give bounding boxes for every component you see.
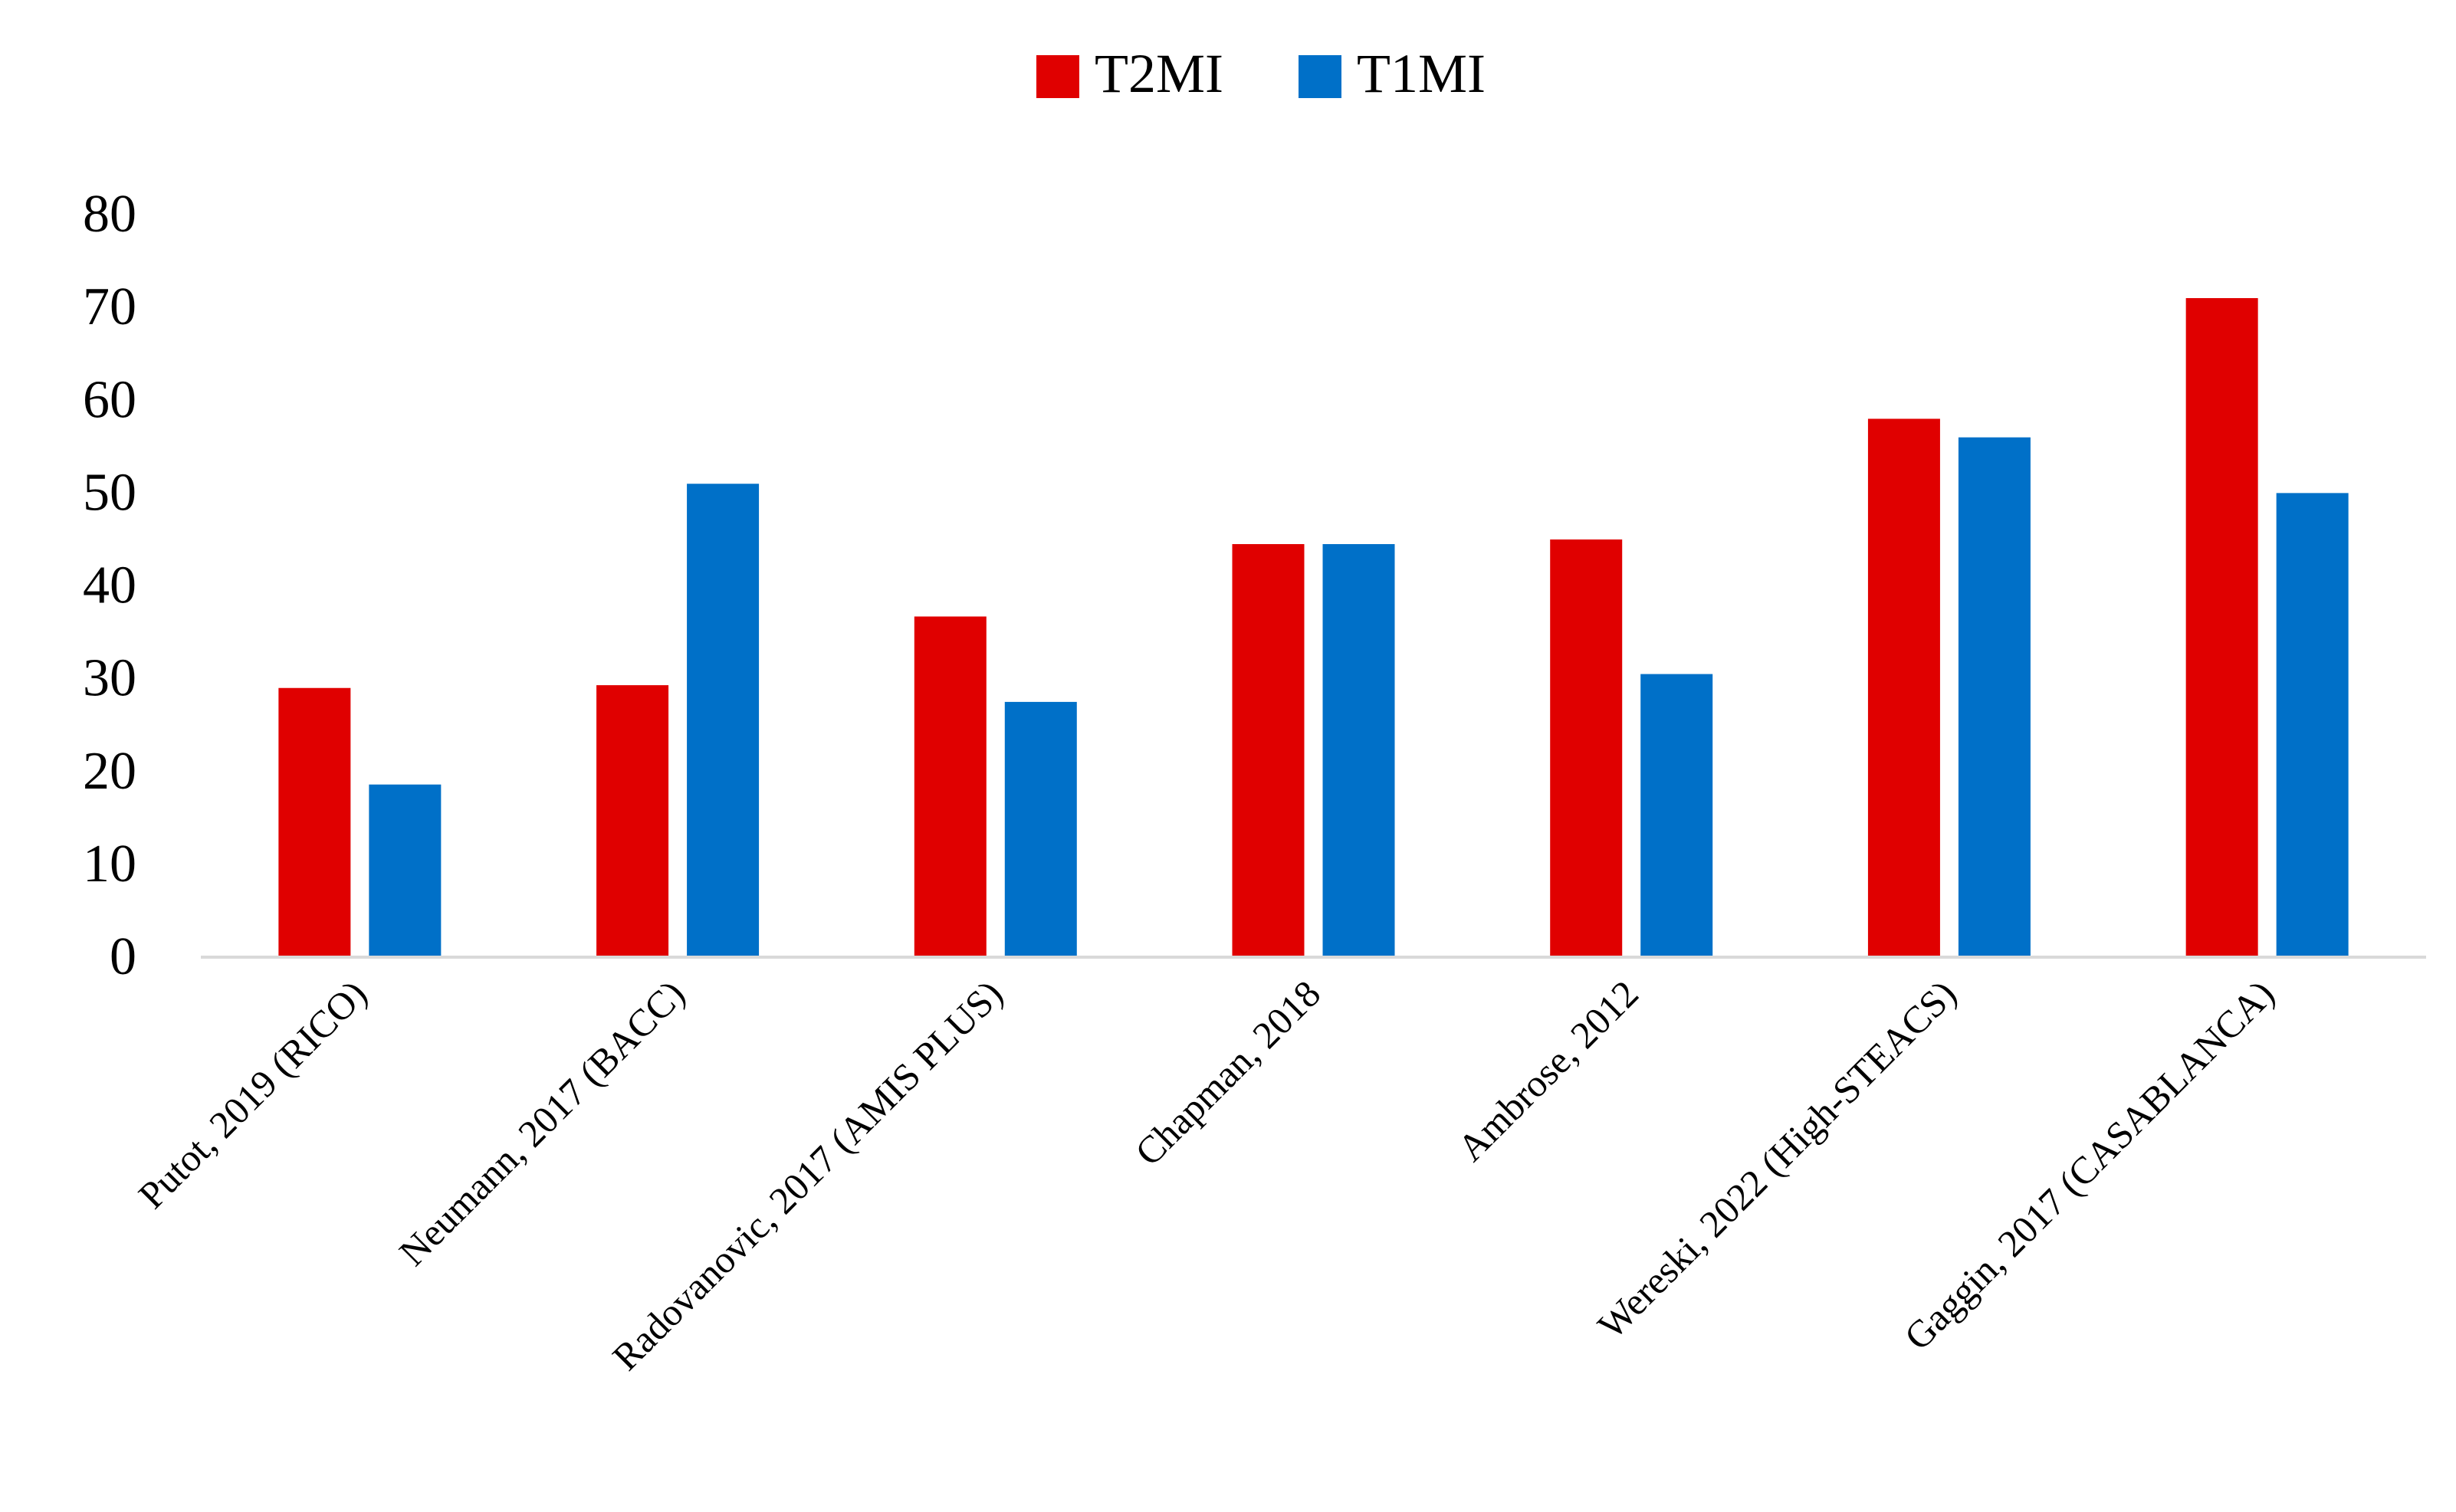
- bar-t1mi-3: [1004, 701, 1077, 957]
- bar-t2mi-7: [2185, 298, 2258, 957]
- bar-t1mi-6: [1958, 437, 2031, 957]
- x-tick-label: Wereski, 2022 (High-STEACS): [1589, 972, 1964, 1346]
- bar-t2mi-1: [278, 687, 351, 957]
- y-tick-label: 50: [83, 463, 136, 522]
- y-tick-label: 80: [83, 185, 136, 244]
- y-tick-label: 10: [83, 835, 136, 894]
- x-tick-label: Chapman, 2018: [1127, 972, 1328, 1173]
- bar-t2mi-6: [1867, 418, 1940, 957]
- bar-t1mi-4: [1322, 543, 1395, 957]
- legend: T2MI T1MI: [1036, 43, 1486, 104]
- bar-t1mi-5: [1640, 674, 1713, 957]
- x-tick-label: Gaggin, 2017 (CASABLANCA): [1896, 972, 2282, 1358]
- bar-t1mi-7: [2276, 493, 2349, 957]
- bar-t1mi-1: [369, 784, 442, 957]
- y-tick-label: 70: [83, 277, 136, 336]
- bar-t2mi-3: [914, 616, 987, 957]
- y-tick-label: 0: [110, 927, 136, 986]
- x-tick-label: Putot, 2019 (RICO): [130, 972, 376, 1217]
- bars: [278, 298, 2349, 957]
- bar-t1mi-2: [687, 484, 760, 957]
- bar-t2mi-2: [596, 685, 669, 957]
- x-axis: Putot, 2019 (RICO) Neumann, 2017 (BACC)Ra…: [130, 956, 2426, 1379]
- legend-label-t1mi: T1MI: [1357, 43, 1486, 104]
- bar-t2mi-5: [1550, 539, 1623, 957]
- y-tick-label: 20: [83, 742, 136, 801]
- legend-swatch-t2mi: [1036, 55, 1079, 98]
- x-tick-label: Ambrose, 2012: [1449, 972, 1647, 1169]
- y-tick-label: 40: [83, 556, 136, 615]
- y-tick-label: 60: [83, 370, 136, 429]
- x-tick-label: Radovanovic, 2017 (AMIS PLUS): [604, 972, 1011, 1379]
- y-axis: 0 10 20 30 40 50 60 70 80: [83, 185, 136, 986]
- legend-label-t2mi: T2MI: [1095, 43, 1223, 104]
- bar-t2mi-4: [1232, 543, 1305, 957]
- legend-swatch-t1mi: [1299, 55, 1341, 98]
- y-tick-label: 30: [83, 649, 136, 708]
- x-tick-label: Neumann, 2017 (BACC): [391, 972, 693, 1274]
